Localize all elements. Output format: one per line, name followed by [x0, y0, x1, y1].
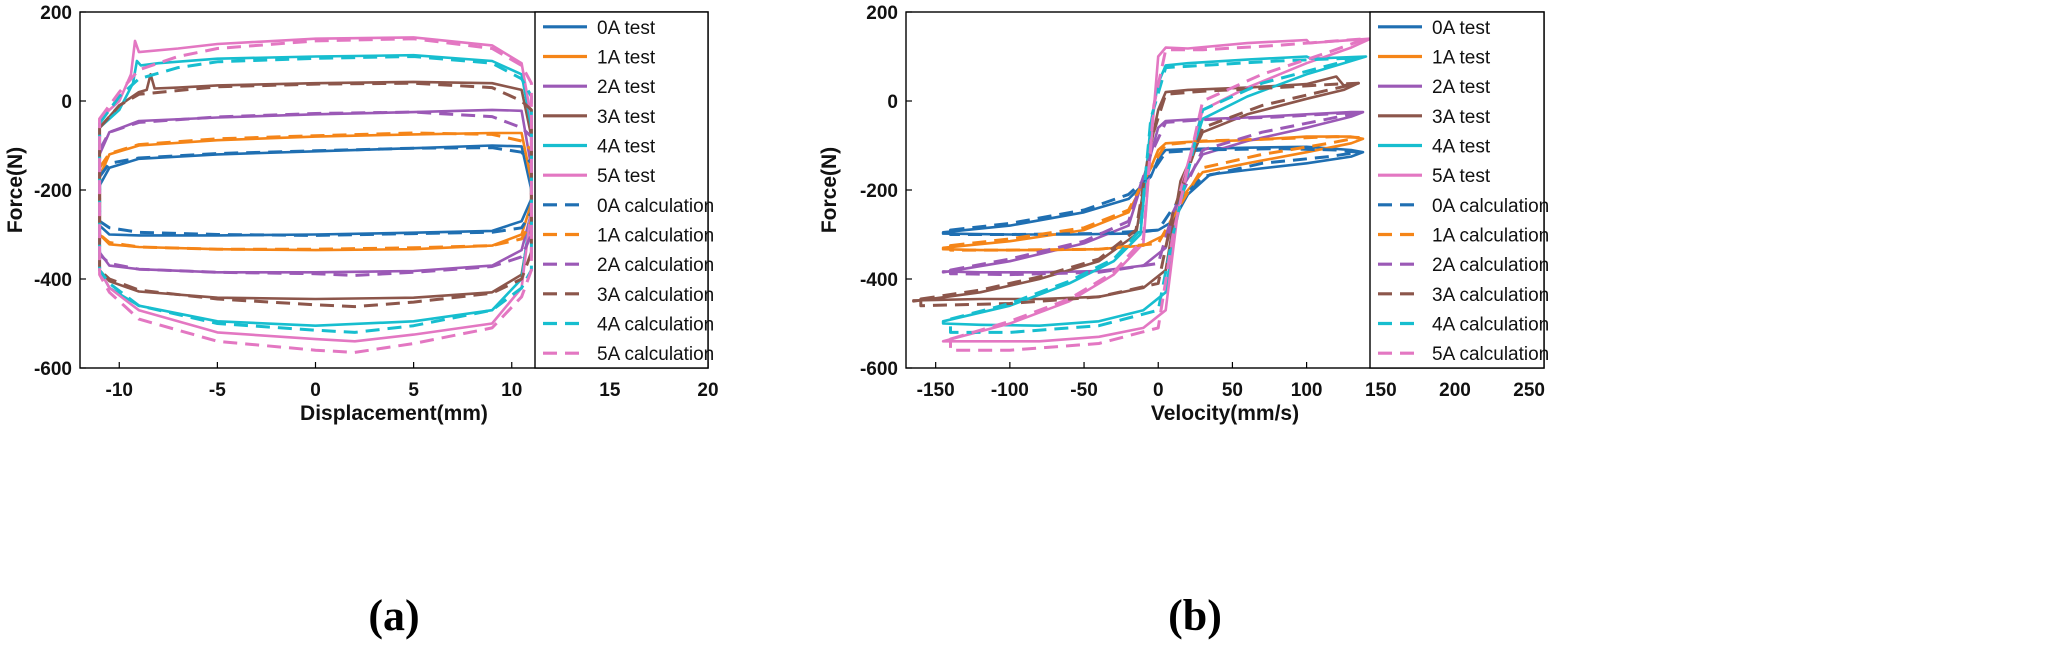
chart-b-series-5a-test [941, 37, 1370, 343]
chart-b-series-2a-calculation [949, 111, 1360, 277]
chart-a-y-tick-label: -200 [34, 181, 72, 202]
chart-a-y-tick-label: -600 [34, 359, 72, 380]
chart-a-legend-label: 4A calculation [597, 315, 714, 336]
chart-b-y-tick-label: -400 [860, 270, 898, 291]
chart-b-legend-label: 0A calculation [1432, 196, 1549, 217]
chart-b-x-tick-label: 250 [1513, 380, 1545, 401]
chart-a-legend-label: 0A test [597, 18, 656, 39]
chart-a-y-axis-label: Force(N) [4, 147, 27, 233]
chart-b-legend-label: 4A calculation [1432, 315, 1549, 336]
chart-b-legend-label: 5A calculation [1432, 344, 1549, 365]
chart-b-series-0a-calculation [949, 147, 1360, 236]
chart-a-series-5a-calculation [98, 37, 533, 354]
chart-b-x-tick-label: 50 [1222, 380, 1243, 401]
chart-b-legend-label: 0A test [1432, 18, 1491, 39]
chart-a-legend-label: 5A test [597, 166, 656, 187]
chart-a: -10 -5 0 5 10 15 20 200 0 -200 -400 -600 0A test 1A… [4, 3, 719, 640]
chart-b-series-4a-calculation [949, 56, 1360, 334]
chart-a-legend [534, 11, 709, 369]
chart-b-x-tick-label: 150 [1365, 380, 1397, 401]
chart-b-y-tick-label: 200 [866, 3, 898, 24]
chart-b-series-4a-test [941, 55, 1368, 327]
chart-b-y-axis-label: Force(N) [818, 147, 841, 233]
chart-b-legend-label: 2A test [1432, 77, 1491, 98]
chart-a-x-tick-label: -10 [106, 380, 133, 401]
chart-a-series-3a-calculation [98, 81, 533, 309]
chart-a-x-tick-label: -5 [209, 380, 226, 401]
chart-a-legend-label: 1A calculation [597, 226, 714, 247]
chart-a-y-tick-label: 0 [61, 92, 72, 113]
chart-b-x-tick-label: 100 [1291, 380, 1323, 401]
chart-a-legend-label: 5A calculation [597, 344, 714, 365]
chart-b-legend-label: 3A calculation [1432, 285, 1549, 306]
chart-b-y-tick-label: -200 [860, 181, 898, 202]
chart-b-legend-label: 3A test [1432, 107, 1491, 128]
chart-a-legend-label: 0A calculation [597, 196, 714, 217]
chart-b-x-tick-label: 200 [1439, 380, 1471, 401]
chart-b-x-tick-label: -150 [917, 380, 955, 401]
chart-a-x-tick-label: 15 [599, 380, 621, 401]
chart-a-legend-label: 2A calculation [597, 255, 714, 276]
chart-b-legend-label: 2A calculation [1432, 255, 1549, 276]
chart-a-y-tick-label: -400 [34, 270, 72, 291]
chart-a-legend-label: 3A calculation [597, 285, 714, 306]
chart-b-legend-label: 1A test [1432, 48, 1491, 69]
chart-a-x-axis-label: Displacement(mm) [300, 402, 488, 425]
chart-a-legend-label: 2A test [597, 77, 656, 98]
chart-b-series-5a-calculation [949, 37, 1368, 352]
chart-b: -150 -100 -50 0 50 100 150 200 250 200 0 -200 -400 -… [818, 3, 1549, 640]
chart-a-x-tick-label: 10 [501, 380, 522, 401]
chart-b-series-1a-calculation [949, 135, 1360, 252]
chart-a-x-tick-label: 5 [408, 380, 419, 401]
chart-b-x-tick-label: 0 [1153, 380, 1164, 401]
chart-b-legend-label: 5A test [1432, 166, 1491, 187]
chart-b-series-3a-calculation [919, 81, 1360, 308]
chart-a-legend-label: 3A test [597, 107, 656, 128]
chart-a-legend-label: 1A test [597, 48, 656, 69]
chart-b-y-tick-label: 0 [887, 92, 898, 113]
chart-a-series-2a-calculation [98, 110, 533, 277]
chart-b-legend-label: 4A test [1432, 137, 1491, 158]
chart-b-x-tick-label: -100 [991, 380, 1029, 401]
chart-b-legend-label: 1A calculation [1432, 226, 1549, 247]
chart-a-legend-label: 4A test [597, 137, 656, 158]
chart-b-legend [1369, 11, 1545, 369]
chart-b-x-axis-label: Velocity(mm/s) [1151, 402, 1299, 425]
chart-b-y-tick-label: -600 [860, 359, 898, 380]
chart-a-x-tick-label: 20 [697, 380, 718, 401]
chart-b-panel-label: (b) [1168, 591, 1222, 640]
chart-a-y-tick-label: 200 [40, 3, 72, 24]
chart-b-x-tick-label: -50 [1070, 380, 1097, 401]
chart-a-panel-label: (a) [368, 591, 419, 640]
chart-a-x-tick-label: 0 [310, 380, 321, 401]
